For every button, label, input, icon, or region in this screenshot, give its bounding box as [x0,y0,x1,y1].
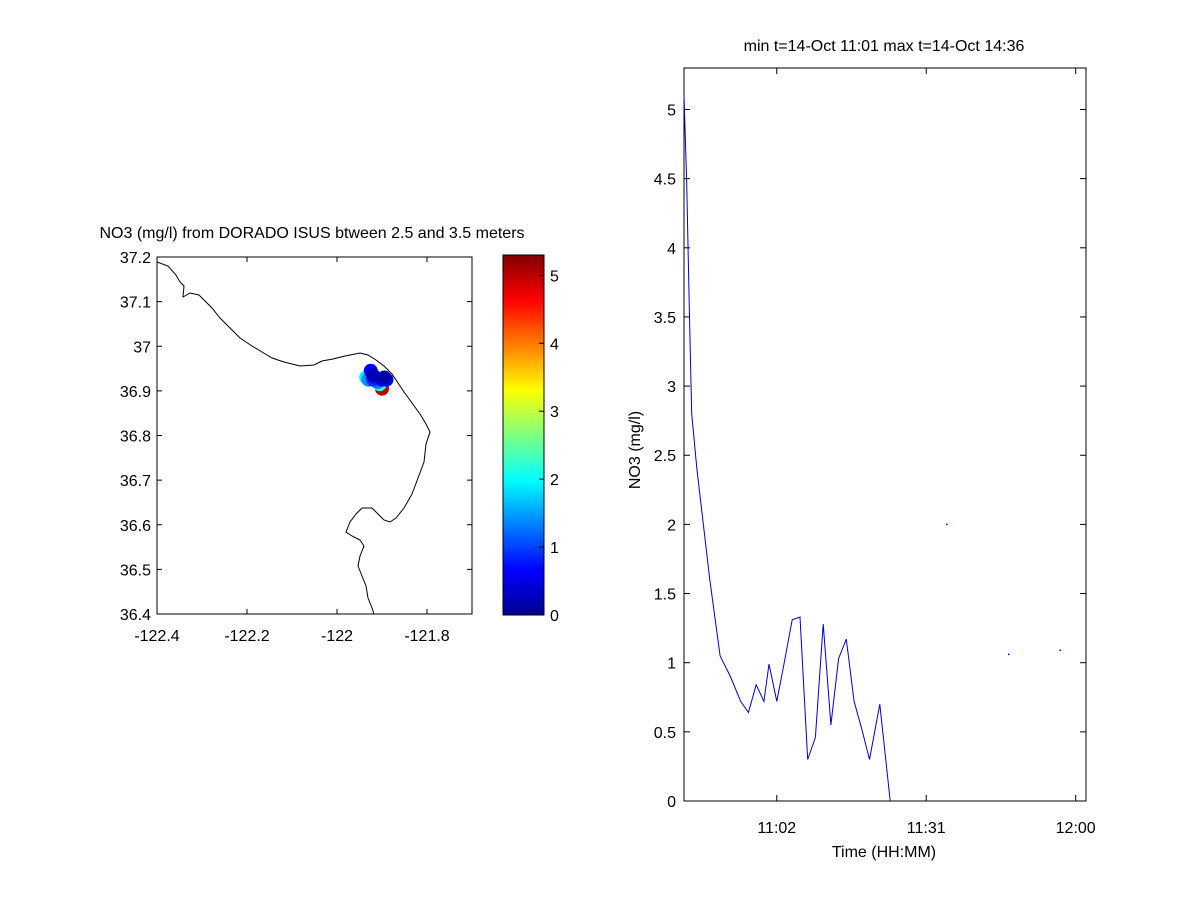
colorbar: 5 4 3 2 1 0 [502,254,559,625]
no3-series-point [945,523,948,526]
time-panel: min t=14-Oct 11:01 max t=14-Oct 14:36 NO… [627,38,1096,861]
map-xtick-label: -122.4 [134,628,179,645]
map-xtick-label: -121.8 [404,628,449,645]
time-ytick-label: 5 [667,102,676,119]
no3-series-point [1059,649,1062,652]
map-xtick-label: -122.2 [224,628,269,645]
time-ylabel: NO3 (mg/l) [627,411,644,489]
time-xtick-label: 11:02 [757,820,796,837]
time-xtick-label: 11:31 [907,820,946,837]
map-xtick-label: -122 [321,628,353,645]
colorbar-tick-label: 2 [550,472,559,489]
colorbar-tick-label: 3 [550,404,559,421]
map-ytick-label: 37.1 [120,295,151,312]
map-ytick-label: 36.7 [120,473,151,490]
map-xtick-labels: -122.4 -122.2 -122 -121.8 [134,628,449,645]
time-title: min t=14-Oct 11:01 max t=14-Oct 14:36 [744,38,1025,55]
sample-point [366,368,380,383]
map-ytick-label: 36.6 [120,518,151,535]
map-ytick-label: 37 [133,339,151,356]
colorbar-tick-label: 5 [550,268,559,285]
map-ytick-labels: 37.2 37.1 37 36.9 36.8 36.7 36.6 36.5 36.4 [120,250,151,624]
sample-point [377,370,392,385]
colorbar-tick-label: 0 [550,608,559,625]
map-ticks [156,256,472,615]
time-ticks: 5 4.5 4 3.5 3 2.5 2 1.5 1 0.5 0 11:02 11:31 12:00 [654,68,1096,837]
colorbar-tick-label: 4 [550,336,559,353]
time-ytick-label: 2 [667,517,676,534]
time-xlabel: Time (HH:MM) [832,844,936,861]
time-ytick-label: 4.5 [654,172,676,189]
time-ytick-label: 2.5 [654,448,676,465]
colorbar-gradient [502,254,545,616]
time-ytick-label: 4 [667,241,676,258]
time-axes [683,67,1087,802]
map-ytick-label: 36.5 [120,562,151,579]
map-title: NO3 (mg/l) from DORADO ISUS btween 2.5 a… [99,225,524,242]
time-ytick-label: 0 [667,794,676,811]
time-ytick-label: 1 [667,656,676,673]
time-xtick-label: 12:00 [1056,820,1096,837]
map-ytick-label: 37.2 [120,250,151,267]
coastline [156,261,431,615]
no3-series-line [683,95,891,802]
map-axes [156,256,473,615]
map-ytick-label: 36.8 [120,429,151,446]
map-ytick-label: 36.9 [120,384,151,401]
map-panel: NO3 (mg/l) from DORADO ISUS btween 2.5 a… [99,225,524,645]
colorbar-ticks: 5 4 3 2 1 0 [539,268,559,625]
time-ytick-label: 3 [667,379,676,396]
time-ytick-label: 3.5 [654,310,676,327]
time-ytick-label: 0.5 [654,725,676,742]
colorbar-tick-label: 1 [550,540,559,557]
sample-points [359,363,394,396]
map-ytick-label: 36.4 [120,607,151,624]
time-ytick-label: 1.5 [654,587,676,604]
time-series [683,95,1062,802]
no3-series-point [1007,653,1010,656]
